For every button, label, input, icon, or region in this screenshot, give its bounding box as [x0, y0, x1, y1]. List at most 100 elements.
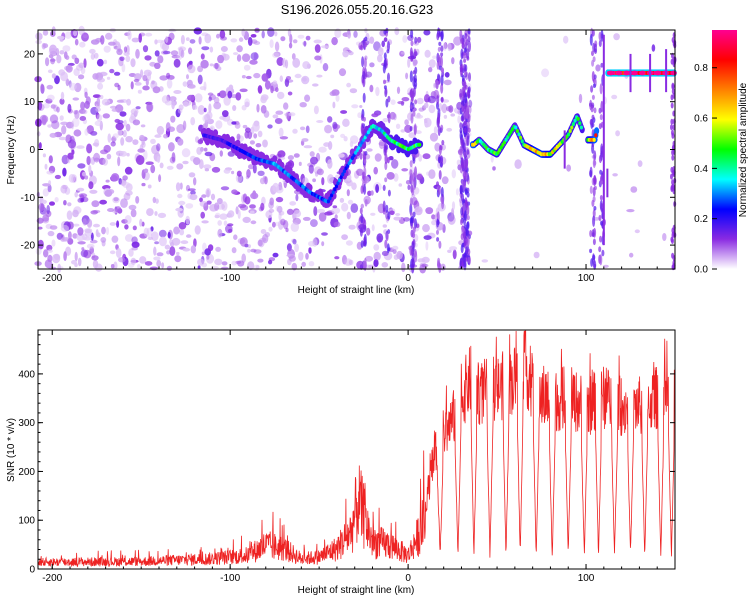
spectrogram-cell	[67, 202, 72, 207]
spectrogram-cell	[383, 85, 387, 90]
spectrogram-cell	[143, 69, 152, 77]
spectrogram-cell	[460, 218, 463, 226]
spectrogram-cell	[413, 84, 417, 90]
spectrogram-cell	[69, 82, 77, 91]
spectrogram-cell	[91, 255, 99, 261]
spectrogram-cell	[96, 77, 105, 83]
signal-cell	[571, 122, 576, 127]
spectrogram-cell	[194, 93, 203, 103]
spectrogram-cell	[343, 136, 348, 142]
spectrogram-cell	[395, 213, 401, 216]
spectrogram-cell	[49, 225, 58, 230]
spectrogram-cell	[60, 91, 65, 100]
spectrogram-cell	[327, 116, 333, 123]
signal-cell	[579, 125, 584, 130]
spectrogram-cell	[209, 46, 214, 53]
spectrogram-cell	[91, 200, 100, 208]
signal-cell	[235, 139, 241, 147]
spectrogram-cell	[236, 133, 241, 141]
spectrogram-cell	[410, 175, 414, 186]
spectrogram-cell	[66, 210, 73, 220]
spectrogram-cell	[599, 83, 603, 95]
spectrogram-cell	[349, 141, 354, 148]
spectrogram-cell	[287, 155, 294, 161]
spectrogram-cell	[464, 34, 468, 47]
signal-cell	[229, 136, 235, 144]
spectrogram-cell	[62, 45, 71, 52]
spectrogram-cell	[201, 46, 210, 51]
spectrogram-cell	[463, 58, 467, 63]
spectrogram-cell	[384, 177, 388, 183]
spectrogram-cell	[463, 151, 467, 158]
signal-cell	[573, 118, 577, 123]
spectrogram-cell	[600, 62, 604, 68]
spectrogram-cell	[405, 72, 409, 80]
spectrogram-cell	[153, 256, 161, 261]
spectrogram-cell	[615, 130, 620, 137]
spectrogram-cell	[80, 101, 86, 111]
spectrogram-cell	[175, 207, 183, 212]
spectrogram-cell	[457, 115, 461, 124]
spectrogram-cell	[533, 251, 540, 259]
spectrogram-cell	[90, 39, 100, 45]
spectrogram-cell	[441, 139, 445, 146]
x-tick-label: 0	[405, 273, 411, 284]
spectrogram-cell	[294, 243, 299, 253]
spectrogram-cell	[54, 174, 62, 180]
spectrogram-y-label: Frequency (Hz)	[6, 116, 17, 185]
spectrogram-cell	[385, 98, 389, 108]
spectrogram-cell	[97, 82, 104, 90]
spectrogram-cell	[364, 255, 374, 262]
spectrogram-cell	[363, 175, 367, 186]
spectrogram-cell	[84, 128, 89, 136]
x-tick-label: -200	[42, 273, 62, 284]
spectrogram-cell	[134, 82, 142, 86]
spectrogram-cell	[220, 46, 228, 52]
spectrogram-cell	[671, 149, 675, 156]
spectrogram-cell	[257, 85, 263, 94]
spectrogram-cell	[260, 94, 269, 101]
spectrogram-cell	[125, 55, 131, 63]
spectrogram-cell	[421, 263, 429, 268]
spectrogram-cell	[210, 193, 216, 201]
spectrogram-cell	[76, 145, 85, 149]
spectrogram-cell	[96, 58, 104, 67]
spectrogram-cell	[359, 152, 363, 160]
spectrogram-cell	[154, 134, 162, 138]
spectrogram-cell	[303, 40, 307, 47]
spectrogram-cell	[428, 104, 436, 114]
spectrogram-cell	[340, 133, 346, 138]
spectrogram-cell	[592, 215, 596, 227]
spectrogram-cell	[308, 247, 312, 254]
spectrogram-cell	[87, 218, 92, 228]
spectrogram-cell	[441, 103, 448, 114]
spectrogram-cell	[58, 69, 66, 76]
spectrogram-cell	[447, 42, 452, 52]
spectrogram-cell	[461, 41, 465, 49]
spectrogram-cell	[598, 39, 602, 48]
spectrogram-cell	[73, 223, 80, 227]
spectrogram-cell	[68, 231, 72, 240]
spectrogram-cell	[360, 203, 364, 209]
spectrogram-cell	[412, 110, 416, 117]
spectrogram-cell	[49, 114, 59, 124]
spectrogram-cell	[305, 125, 310, 134]
spectrogram-cell	[86, 143, 93, 154]
spectrogram-cell	[355, 41, 362, 46]
spectrogram-cell	[423, 235, 432, 241]
spectrogram-cell	[342, 50, 349, 58]
spectrogram-cell	[95, 107, 101, 112]
spectrogram-cell	[242, 124, 248, 129]
spectrogram-cell	[180, 240, 189, 245]
spectrogram-cell	[119, 150, 127, 157]
spectrogram-cell	[364, 199, 368, 207]
signal-cell	[326, 199, 330, 204]
spectrogram-cell	[185, 37, 190, 41]
spectrogram-cell	[595, 64, 601, 72]
spectrogram-cell	[416, 173, 423, 181]
spectrogram-cell	[303, 145, 313, 149]
spectrogram-cell	[321, 241, 325, 247]
spectrogram-cell	[209, 204, 218, 212]
spectrogram-cell	[396, 250, 403, 260]
spectrogram-cell	[60, 121, 69, 126]
